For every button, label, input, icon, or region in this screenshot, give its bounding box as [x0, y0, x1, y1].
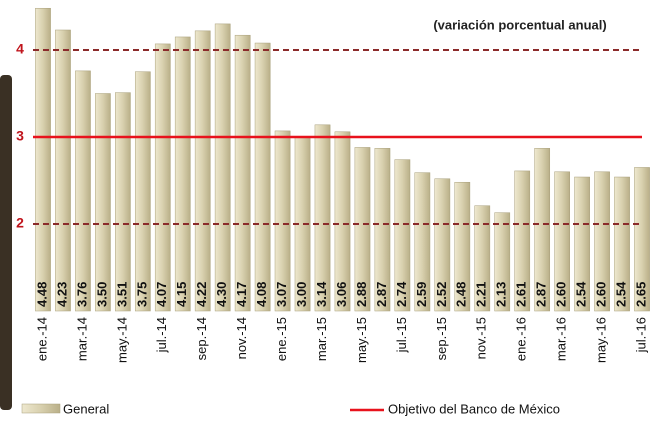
data-label: 2.65 — [633, 282, 648, 307]
bar — [35, 7, 51, 312]
y-tick-label: 2 — [16, 215, 24, 231]
data-label: 3.76 — [74, 282, 89, 307]
data-label: 3.07 — [274, 282, 289, 307]
x-tick-label: sep.-14 — [194, 317, 209, 360]
data-label: 3.14 — [314, 281, 329, 307]
bar — [134, 71, 151, 312]
bar — [474, 205, 491, 312]
y-tick-label: 3 — [16, 128, 24, 144]
data-label: 4.15 — [174, 282, 189, 307]
data-label: 4.30 — [214, 282, 229, 307]
data-label: 3.50 — [94, 282, 109, 307]
x-tick-label: jul.-14 — [154, 317, 169, 353]
bar — [554, 171, 570, 312]
bar — [614, 176, 630, 312]
side-decoration — [0, 75, 12, 410]
x-tick-label: may.-16 — [594, 317, 609, 363]
data-label: 2.54 — [574, 281, 589, 307]
bar — [254, 42, 271, 312]
data-label: 2.13 — [494, 282, 509, 307]
bar — [594, 171, 610, 312]
bar — [194, 30, 211, 312]
data-label: 3.75 — [134, 282, 149, 307]
x-tick-label: ene.-15 — [274, 317, 289, 361]
x-tick-label: sep.-15 — [434, 317, 449, 360]
x-tick-label: jul.-15 — [394, 317, 409, 353]
data-label: 2.59 — [414, 282, 429, 307]
bar — [514, 170, 531, 312]
data-label: 2.21 — [474, 282, 489, 307]
data-label: 4.23 — [54, 282, 69, 307]
data-label: 2.60 — [594, 282, 609, 307]
legend-label: Objetivo del Banco de México — [388, 401, 560, 416]
bar — [234, 34, 251, 312]
x-tick-label: mar.-15 — [314, 317, 329, 361]
data-label: 4.48 — [34, 282, 49, 307]
x-tick-label: mar.-16 — [554, 317, 569, 361]
bar — [574, 176, 590, 312]
x-tick-label: ene.-16 — [514, 317, 529, 361]
data-label: 2.87 — [534, 282, 549, 307]
x-tick-label: mar.-14 — [74, 317, 89, 361]
bar — [334, 131, 351, 312]
data-label: 2.88 — [354, 282, 369, 307]
bar — [374, 148, 391, 312]
bar — [154, 43, 171, 312]
x-tick-label: nov.-14 — [234, 317, 249, 359]
data-label: 4.17 — [234, 282, 249, 307]
x-tick-label: nov.-15 — [474, 317, 489, 359]
bar — [214, 23, 231, 312]
data-label: 2.60 — [554, 282, 569, 307]
data-label: 2.52 — [434, 282, 449, 307]
bar — [414, 172, 431, 312]
bar — [534, 148, 551, 312]
data-label: 2.74 — [394, 281, 409, 307]
data-label: 2.54 — [613, 281, 628, 307]
x-tick-label: may.-15 — [354, 317, 369, 363]
bar — [115, 92, 131, 312]
bar — [274, 130, 291, 312]
x-tick-label: ene.-14 — [34, 317, 49, 361]
data-label: 3.51 — [114, 282, 129, 307]
bar — [354, 147, 371, 312]
bar — [434, 178, 451, 312]
data-label: 2.87 — [374, 282, 389, 307]
bar — [454, 181, 471, 312]
bar — [174, 36, 191, 312]
data-label: 2.61 — [514, 282, 529, 307]
bar — [394, 159, 411, 312]
data-label: 2.48 — [454, 282, 469, 307]
bar — [634, 167, 650, 312]
annotation: (variación porcentual anual) — [433, 17, 606, 32]
data-label: 4.22 — [194, 282, 209, 307]
bar — [95, 93, 111, 312]
data-label: 3.06 — [334, 282, 349, 307]
bar — [314, 124, 331, 312]
y-tick-label: 4 — [16, 41, 24, 57]
x-tick-label: jul.-16 — [633, 317, 648, 353]
legend-swatch — [21, 403, 61, 414]
x-tick-label: may.-14 — [114, 317, 129, 363]
bar — [55, 29, 71, 312]
bar — [494, 212, 511, 312]
data-label: 3.00 — [294, 282, 309, 307]
legend-label: General — [63, 401, 109, 416]
data-label: 4.08 — [254, 282, 269, 307]
data-label: 4.07 — [154, 282, 169, 307]
bar — [75, 70, 91, 312]
